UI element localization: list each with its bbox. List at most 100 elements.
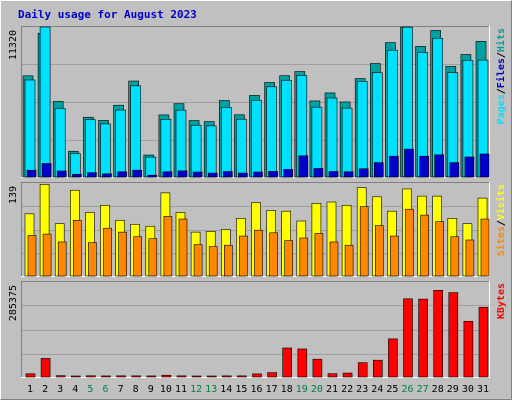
files-bar (341, 107, 353, 178)
pages-bar (389, 155, 399, 178)
sites-bar (450, 236, 460, 277)
files-bar (24, 79, 36, 178)
sites-bar (73, 220, 82, 277)
kbytes-bar (448, 292, 459, 378)
pages-bar (117, 171, 127, 178)
sites-bar (103, 227, 112, 277)
legend-hits_panel: Pages/Files/Hits (495, 28, 507, 124)
pages-bar (268, 171, 278, 178)
svg-text:Pages/Files/Hits: Pages/Files/Hits (495, 28, 507, 124)
sites-bar (405, 208, 414, 277)
pages-bar (358, 168, 369, 178)
legend-kbytes_panel: KBytes (496, 283, 507, 319)
files-bar (356, 81, 368, 178)
pages-bar (328, 171, 339, 178)
day-label: 15 (235, 384, 247, 395)
pages-bar (298, 155, 309, 178)
sites-bar (239, 235, 248, 277)
kbytes-bar (131, 375, 141, 378)
files-bar (160, 119, 172, 178)
pages-bar (177, 170, 188, 178)
sites-bar (390, 235, 399, 277)
series-pages (26, 148, 490, 178)
files-bar (145, 156, 157, 178)
sites-bar (57, 241, 67, 277)
kbytes-bar (191, 375, 202, 378)
day-label: 29 (447, 384, 459, 395)
sites-bar (88, 242, 97, 277)
day-label: 22 (341, 384, 353, 395)
day-label: 27 (417, 384, 429, 395)
day-label: 12 (190, 384, 202, 395)
day-label: 8 (133, 384, 139, 395)
kbytes-bar (161, 374, 172, 378)
files-bar (39, 26, 51, 178)
pages-bar (479, 153, 490, 178)
sites-bar (420, 214, 429, 277)
files-bar (221, 107, 232, 178)
svg-text:Sites/Visits: Sites/Visits (495, 184, 507, 256)
sites-bar (208, 246, 218, 277)
kbytes-bar (71, 375, 81, 378)
kbytes-bar (55, 375, 66, 378)
day-label: 1 (27, 384, 33, 395)
kbytes-bar (116, 375, 126, 378)
kbytes-bar (146, 375, 157, 378)
sites-bar (224, 244, 233, 277)
files-bar (100, 123, 111, 178)
kbytes-bar (101, 375, 111, 378)
series-files (24, 26, 489, 178)
pages-bar (313, 168, 324, 178)
pages-bar (102, 173, 112, 178)
legend-hits: Hits (495, 28, 507, 52)
kbytes-bar (237, 375, 247, 378)
pages-bar (41, 163, 52, 178)
kbytes-bar (222, 375, 232, 378)
pages-bar (283, 169, 294, 178)
day-label: 23 (356, 384, 368, 395)
sites-bar (284, 240, 294, 277)
day-label: 6 (102, 384, 108, 395)
kbytes-bar (433, 290, 444, 378)
pages-bar (192, 171, 203, 178)
pages-bar (26, 169, 37, 178)
kbytes-bar (252, 373, 262, 378)
day-label: 5 (87, 384, 93, 395)
pages-bar (404, 148, 414, 178)
series-sites (27, 206, 490, 277)
sites-bar (480, 218, 490, 277)
y-max-label: 285375 (8, 285, 19, 321)
sites-bar (133, 236, 142, 277)
pages-bar (56, 170, 67, 178)
files-bar (190, 124, 202, 178)
kbytes-bar (418, 298, 428, 378)
legend-visits: Visits (495, 184, 507, 220)
day-label: 30 (462, 384, 474, 395)
kbytes-bar (267, 372, 277, 378)
kbytes-bar (372, 359, 383, 378)
legend-visits_panel: Sites/Visits (495, 184, 507, 256)
svg-text:KBytes: KBytes (496, 283, 507, 319)
pages-bar (87, 172, 97, 178)
files-bar (281, 79, 293, 178)
pages-bar (434, 154, 445, 178)
day-label: 11 (175, 384, 187, 395)
day-label: 17 (266, 384, 278, 395)
sites-bar (299, 237, 309, 277)
sites-bar (42, 233, 52, 277)
day-label: 16 (250, 384, 262, 395)
sites-bar (148, 238, 158, 277)
pages-bar (162, 171, 173, 178)
pages-bar (147, 174, 158, 178)
kbytes-bar (342, 372, 353, 378)
files-bar (130, 85, 141, 178)
day-label: 7 (118, 384, 124, 395)
files-bar (54, 108, 66, 178)
day-label: 25 (386, 384, 398, 395)
kbytes-bar (357, 362, 368, 378)
day-label: 13 (205, 384, 217, 395)
sites-bar (118, 231, 127, 277)
kbytes-bar (463, 320, 474, 378)
kbytes-bar (312, 358, 323, 378)
